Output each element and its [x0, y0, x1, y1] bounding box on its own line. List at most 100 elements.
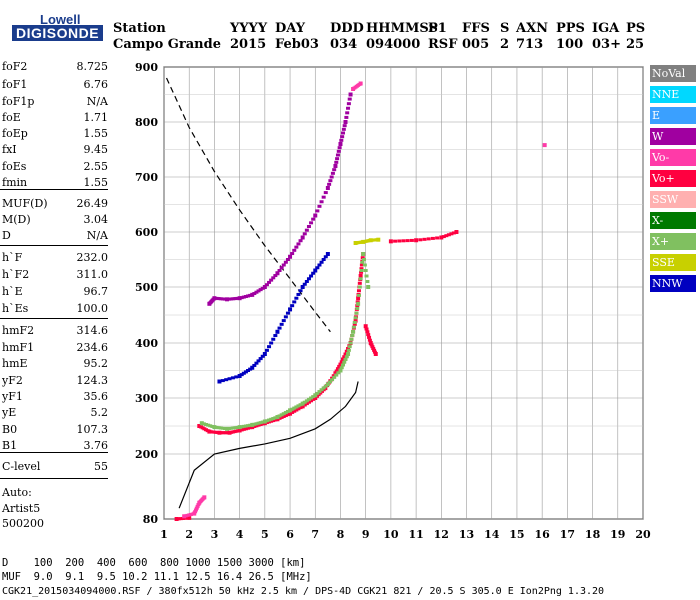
data-point: [250, 425, 255, 430]
data-point: [358, 274, 363, 278]
data-point: [451, 231, 456, 235]
data-point: [235, 296, 240, 300]
header-val-10: 03+: [592, 37, 621, 52]
x-tick-label: 8: [337, 528, 345, 541]
data-point: [363, 269, 368, 272]
data-point: [321, 195, 326, 199]
x-tick-label: 19: [610, 528, 625, 541]
data-point: [300, 401, 305, 406]
legend-item-nne: NNE: [650, 86, 696, 103]
auto-code: 500200: [2, 517, 44, 530]
data-point: [435, 236, 440, 240]
data-point: [365, 280, 370, 283]
data-point: [346, 347, 351, 350]
legend-item-x: X-: [650, 212, 696, 229]
data-point: [279, 415, 284, 419]
data-point: [360, 260, 365, 264]
param-value-hf: 232.0: [76, 251, 109, 264]
data-point: [542, 143, 547, 148]
model-dashed-curve: [165, 77, 331, 333]
data-point: [353, 318, 358, 323]
param-value-mufd: 26.49: [76, 197, 109, 210]
param-label-ye: yE: [2, 406, 17, 419]
param-label-hme: hmE: [2, 357, 28, 370]
data-point: [194, 506, 199, 510]
data-point: [288, 411, 293, 416]
param-label-hf2: h`F2: [2, 268, 30, 281]
data-point: [241, 295, 246, 299]
data-point: [298, 289, 303, 293]
data-point: [234, 375, 239, 379]
header-val-0: Campo Grande: [113, 37, 221, 52]
data-point: [454, 230, 459, 234]
data-point: [327, 380, 332, 384]
data-point: [285, 258, 290, 261]
data-point: [281, 414, 286, 418]
data-point: [332, 168, 337, 172]
data-point: [330, 171, 335, 175]
auto-label: Auto:: [2, 486, 32, 499]
data-point: [360, 256, 365, 260]
data-point: [178, 517, 183, 521]
data-point: [248, 423, 253, 427]
data-point: [393, 239, 398, 243]
data-point: [339, 366, 344, 370]
x-tick-label: 4: [236, 528, 244, 541]
data-point: [349, 337, 354, 341]
data-point: [281, 412, 286, 416]
data-point: [340, 131, 345, 135]
data-point: [343, 352, 348, 356]
data-point: [288, 254, 293, 259]
electron-density-profile: [178, 381, 359, 509]
data-point: [298, 239, 303, 243]
data-point: [302, 403, 307, 407]
data-point: [192, 511, 197, 516]
param-value-fof2: 8.725: [76, 60, 109, 73]
data-point: [208, 424, 213, 428]
data-point: [290, 410, 295, 414]
data-point: [246, 424, 251, 428]
data-point: [267, 280, 272, 284]
data-point: [224, 378, 229, 382]
data-point: [446, 233, 451, 237]
data-point: [275, 415, 280, 420]
data-point: [300, 404, 305, 409]
param-label-fof2: foF2: [2, 60, 28, 73]
param-value-fxi: 9.45: [83, 143, 109, 156]
data-point: [227, 377, 232, 381]
data-point: [258, 288, 263, 292]
data-point: [335, 157, 340, 161]
data-point: [239, 296, 244, 300]
data-point: [311, 397, 316, 401]
param-value-md: 3.04: [83, 213, 109, 226]
param-value-yf1: 35.6: [83, 390, 109, 403]
data-point: [252, 422, 257, 426]
header-val-4: 094000: [366, 37, 421, 52]
data-point: [201, 422, 206, 426]
data-point: [220, 379, 225, 383]
data-point: [369, 343, 374, 347]
data-point: [342, 355, 347, 359]
data-point: [277, 416, 282, 420]
data-point: [252, 363, 257, 367]
data-point: [285, 409, 290, 413]
data-point: [281, 263, 286, 267]
data-point: [281, 319, 286, 323]
data-point: [323, 384, 328, 388]
data-point: [300, 235, 305, 240]
data-point: [230, 376, 235, 380]
data-point: [359, 270, 364, 274]
data-point: [311, 271, 316, 275]
data-point: [279, 413, 284, 417]
data-point: [210, 424, 215, 428]
data-point: [283, 260, 288, 264]
param-label-fof1p: foF1p: [2, 95, 35, 108]
param-divider: [0, 478, 108, 479]
data-point: [340, 363, 345, 367]
data-point: [298, 406, 303, 410]
data-point: [334, 160, 339, 164]
x-tick-label: 11: [408, 528, 423, 541]
legend-item-sse: SSE: [650, 254, 696, 271]
data-point: [302, 282, 307, 286]
